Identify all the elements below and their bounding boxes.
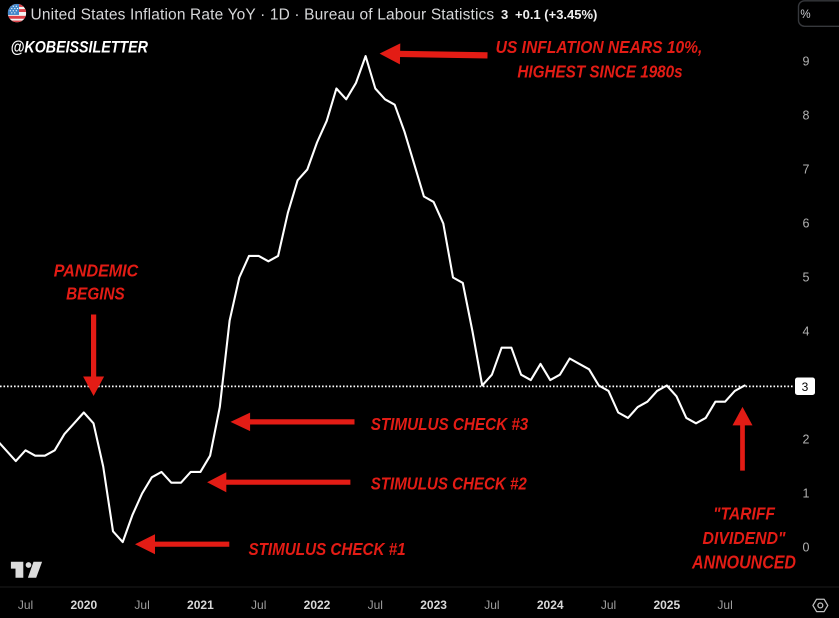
svg-text:0: 0 <box>803 541 810 555</box>
svg-text:%: % <box>800 9 810 21</box>
svg-text:2022: 2022 <box>304 598 331 612</box>
svg-text:1: 1 <box>803 487 810 501</box>
svg-text:2025: 2025 <box>653 598 680 612</box>
svg-text:9: 9 <box>803 55 810 69</box>
svg-text:BEGINS: BEGINS <box>66 283 125 303</box>
svg-text:Jul: Jul <box>601 598 616 612</box>
svg-text:2021: 2021 <box>187 598 214 612</box>
svg-text:2023: 2023 <box>420 598 447 612</box>
svg-text:8: 8 <box>803 109 810 123</box>
svg-text:3: 3 <box>501 7 508 22</box>
svg-text:Jul: Jul <box>368 598 383 612</box>
svg-text:7: 7 <box>803 163 810 177</box>
svg-text:Jul: Jul <box>251 598 266 612</box>
svg-text:United States Inflation Rate Y: United States Inflation Rate YoY · 1D · … <box>31 7 495 24</box>
svg-text:2024: 2024 <box>537 598 564 612</box>
svg-text:US INFLATION NEARS 10%,: US INFLATION NEARS 10%, <box>496 37 703 57</box>
svg-text:Jul: Jul <box>18 598 33 612</box>
svg-text:@KOBEISSILETTER: @KOBEISSILETTER <box>11 39 149 57</box>
svg-text:2020: 2020 <box>70 598 97 612</box>
svg-text:Jul: Jul <box>134 598 149 612</box>
svg-text:STIMULUS CHECK #1: STIMULUS CHECK #1 <box>249 539 406 560</box>
svg-text:PANDEMIC: PANDEMIC <box>54 261 139 281</box>
svg-text:3: 3 <box>802 380 809 394</box>
svg-text:5: 5 <box>803 271 810 285</box>
svg-text:DIVIDEND": DIVIDEND" <box>703 528 787 548</box>
svg-text:2: 2 <box>803 433 810 447</box>
svg-text:STIMULUS CHECK #3: STIMULUS CHECK #3 <box>371 414 529 434</box>
svg-text:ANNOUNCED: ANNOUNCED <box>691 552 796 572</box>
svg-text:4: 4 <box>803 325 810 339</box>
svg-text:+0.1 (+3.45%): +0.1 (+3.45%) <box>515 7 597 22</box>
svg-text:HIGHEST SINCE 1980s: HIGHEST SINCE 1980s <box>517 61 682 81</box>
svg-text:Jul: Jul <box>717 598 732 612</box>
svg-text:6: 6 <box>803 217 810 231</box>
svg-text:STIMULUS CHECK #2: STIMULUS CHECK #2 <box>371 473 528 494</box>
svg-text:Jul: Jul <box>484 598 499 612</box>
svg-text:"TARIFF: "TARIFF <box>713 503 776 523</box>
